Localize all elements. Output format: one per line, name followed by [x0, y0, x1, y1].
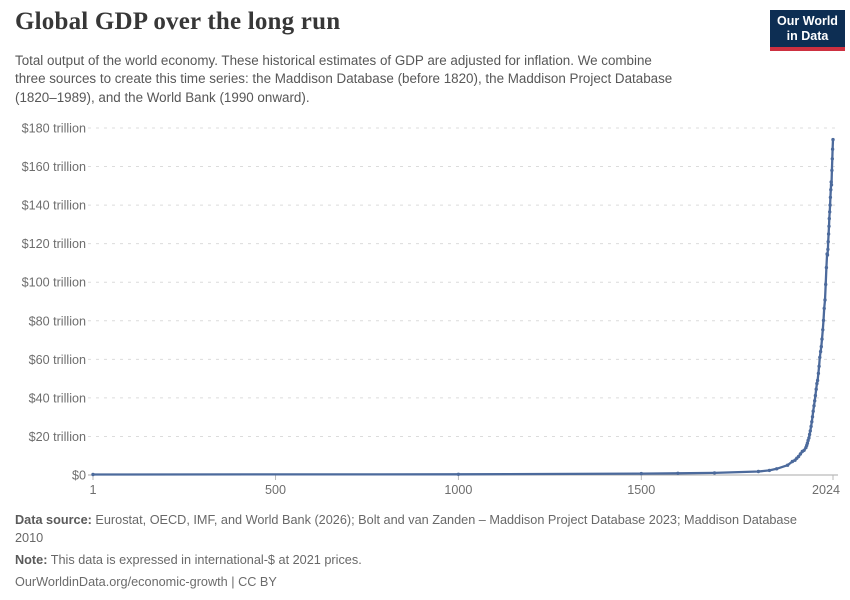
- svg-text:$20 trillion: $20 trillion: [29, 430, 86, 444]
- chart-subtitle: Total output of the world economy. These…: [15, 52, 775, 107]
- gdp-line-chart[interactable]: $0 $20 trillion $40 trillion $60 trillion $8…: [0, 112, 850, 508]
- note-label: Note:: [15, 553, 48, 567]
- svg-text:1: 1: [89, 483, 96, 497]
- owid-logo-text: in Data: [786, 28, 829, 43]
- subtitle-line: three sources to create this time series…: [15, 71, 673, 87]
- owid-logo-text: Our World: [777, 13, 838, 28]
- svg-text:$40 trillion: $40 trillion: [29, 391, 86, 405]
- svg-text:$60 trillion: $60 trillion: [29, 353, 86, 367]
- subtitle-line: (1820–1989), and the World Bank (1990 on…: [15, 89, 310, 105]
- svg-text:$120 trillion: $120 trillion: [22, 237, 86, 251]
- svg-text:$0: $0: [72, 469, 86, 483]
- subtitle-line: Total output of the world economy. These…: [15, 53, 652, 68]
- data-source-line: 2010: [15, 531, 44, 545]
- note-line: Note: This data is expressed in internat…: [15, 553, 362, 567]
- svg-text:2024: 2024: [812, 483, 840, 497]
- svg-text:500: 500: [265, 483, 286, 497]
- page-title: Global GDP over the long run: [15, 8, 341, 35]
- svg-text:$160 trillion: $160 trillion: [22, 160, 86, 174]
- svg-text:$180 trillion: $180 trillion: [22, 122, 86, 136]
- data-source-line: Data source: Eurostat, OECD, IMF, and Wo…: [15, 513, 797, 527]
- owid-link[interactable]: OurWorldinData.org/economic-growth | CC …: [15, 575, 277, 589]
- data-source-label: Data source:: [15, 513, 92, 527]
- owid-logo: Our World in Data: [770, 10, 845, 51]
- svg-text:$80 trillion: $80 trillion: [29, 314, 86, 328]
- svg-text:1500: 1500: [627, 483, 655, 497]
- svg-text:$140 trillion: $140 trillion: [22, 199, 86, 213]
- svg-text:1000: 1000: [444, 483, 472, 497]
- svg-text:$100 trillion: $100 trillion: [22, 276, 86, 290]
- chart-footer: Data source: Eurostat, OECD, IMF, and Wo…: [15, 511, 835, 591]
